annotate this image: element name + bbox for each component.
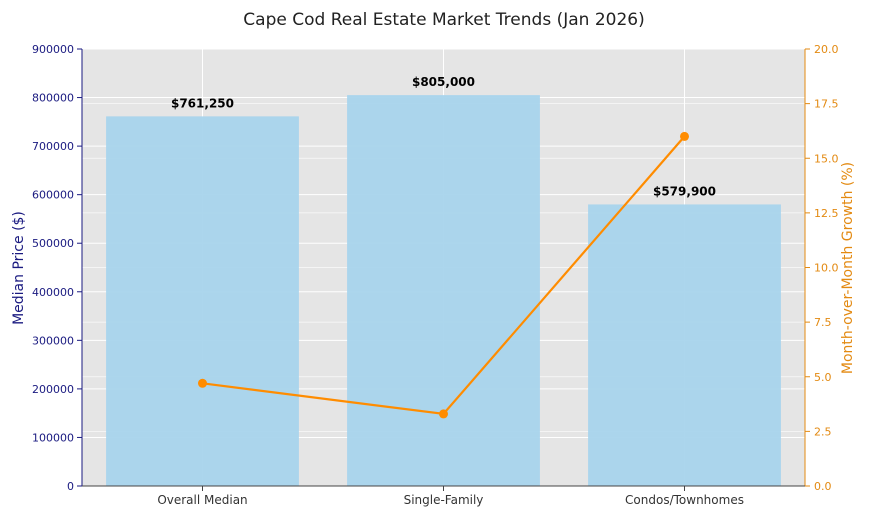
right-tick-label: 10.0 — [814, 262, 839, 275]
right-tick-label: 0.0 — [814, 480, 832, 493]
bar-value-label: $805,000 — [412, 75, 475, 89]
right-tick-label: 15.0 — [814, 152, 839, 165]
bar-value-label: $761,250 — [171, 96, 234, 110]
right-tick-label: 7.5 — [814, 316, 832, 329]
bar-series — [106, 95, 781, 486]
right-y-axis-title: Month-over-Month Growth (%) — [840, 162, 856, 374]
left-tick-label: 400000 — [32, 286, 74, 299]
right-y-axis: 0.0 2.5 5.0 7.5 10.0 12.5 15.0 17.5 20.0 — [804, 43, 839, 493]
x-tick-label: Overall Median — [157, 493, 247, 507]
growth-point — [198, 378, 207, 388]
bar-labels: $761,250 $805,000 $579,900 — [171, 75, 716, 198]
right-tick-label: 12.5 — [814, 207, 839, 220]
right-tick-label: 17.5 — [814, 98, 839, 111]
left-tick-label: 200000 — [32, 383, 74, 396]
right-tick-label: 20.0 — [814, 43, 839, 56]
right-tick-label: 5.0 — [814, 371, 832, 384]
bar-value-label: $579,900 — [653, 184, 716, 198]
growth-line-series — [198, 131, 689, 419]
left-tick-label: 0 — [67, 480, 74, 493]
left-y-axis: 0 100000 200000 300000 400000 500000 600000 700… — [32, 43, 83, 493]
left-y-axis-title: Median Price ($) — [11, 211, 27, 325]
left-tick-label: 700000 — [32, 140, 74, 153]
left-tick-label: 500000 — [32, 237, 74, 250]
x-axis: Overall Median Single-Family Condos/Townho… — [82, 485, 805, 507]
left-tick-label: 300000 — [32, 334, 74, 347]
growth-point — [439, 409, 448, 419]
bar — [106, 116, 299, 486]
chart-title: Cape Cod Real Estate Market Trends (Jan … — [243, 10, 644, 30]
x-tick-label: Condos/Townhomes — [625, 493, 744, 507]
left-tick-label: 800000 — [32, 92, 74, 105]
left-tick-label: 100000 — [32, 431, 74, 444]
right-tick-label: 2.5 — [814, 425, 832, 438]
growth-point — [680, 131, 689, 141]
left-tick-label: 900000 — [32, 43, 74, 56]
x-tick-label: Single-Family — [404, 493, 484, 507]
left-tick-label: 600000 — [32, 189, 74, 202]
bar — [347, 95, 540, 486]
bar — [588, 204, 781, 486]
